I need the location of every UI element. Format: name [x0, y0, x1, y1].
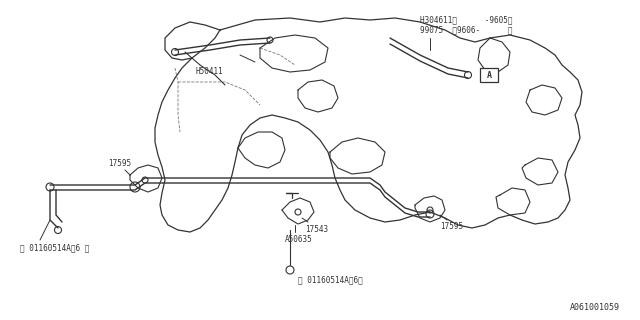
Text: A061001059: A061001059: [570, 303, 620, 312]
Text: A: A: [486, 70, 492, 79]
Text: 17595: 17595: [108, 159, 131, 168]
Text: 17595: 17595: [440, 222, 463, 231]
Bar: [480, 68, 498, 82]
Text: H304611（      -9605）
99075  （9606-      ）: H304611（ -9605） 99075 （9606- ）: [420, 15, 513, 35]
Text: H50411: H50411: [195, 67, 223, 76]
Text: Ⓑ 01160514A（6 ）: Ⓑ 01160514A（6 ）: [20, 243, 90, 252]
Text: A50635: A50635: [285, 235, 313, 244]
Text: Ⓑ 01160514A（6）: Ⓑ 01160514A（6）: [298, 275, 363, 284]
Text: 17543: 17543: [305, 225, 328, 234]
